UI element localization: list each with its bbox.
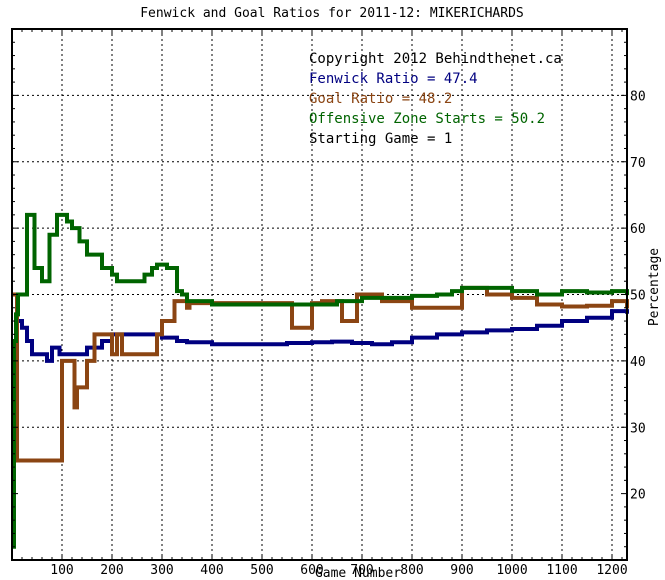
y-tick-label: 70 (630, 156, 646, 171)
x-tick-label: 600 (300, 563, 323, 578)
tick-layer: 100 200 300 400 500 600 700 800 900 1000 1100 1200 2… (12, 29, 646, 578)
x-tick-label: 200 (100, 563, 123, 578)
legend-entry: Fenwick Ratio = 47.4 (309, 71, 478, 87)
y-tick-label: 20 (630, 488, 646, 503)
legend-entry: Goal Ratio = 48.2 (309, 91, 452, 107)
series-line-goal-ratio (12, 285, 629, 463)
x-axis-label: Game Number (315, 566, 401, 580)
y-tick-label: 40 (630, 355, 646, 370)
y-axis-label: Percentage (647, 248, 662, 326)
x-tick-label: 1000 (496, 563, 527, 578)
legend: Copyright 2012 Behindthenet.ca Fenwick Ra… (309, 51, 562, 147)
legend-entry: Copyright 2012 Behindthenet.ca (309, 51, 562, 67)
x-tick-label: 100 (50, 563, 73, 578)
plot-frame (11, 28, 628, 561)
y-tick-label: 80 (630, 89, 646, 104)
series-line-fenwick-ratio (12, 309, 629, 377)
y-tick-label: 60 (630, 222, 646, 237)
series-layer (11, 212, 629, 549)
legend-entry: Starting Game = 1 (309, 131, 452, 147)
x-tick-label: 1100 (546, 563, 577, 578)
x-tick-label: 700 (350, 563, 373, 578)
y-tick-label: 30 (630, 421, 646, 436)
legend-entry: Offensive Zone Starts = 50.2 (309, 111, 545, 127)
x-tick-label: 900 (450, 563, 473, 578)
chart-title: Fenwick and Goal Ratios for 2011-12: MIK… (140, 6, 524, 21)
x-tick-label: 800 (400, 563, 423, 578)
series-line-offensive-zone-starts (11, 212, 629, 549)
x-tick-label: 300 (150, 563, 173, 578)
x-tick-label: 400 (200, 563, 223, 578)
grid-layer (12, 29, 627, 560)
x-tick-label: 500 (250, 563, 273, 578)
x-tick-label: 1200 (596, 563, 627, 578)
y-tick-label: 50 (630, 289, 646, 304)
